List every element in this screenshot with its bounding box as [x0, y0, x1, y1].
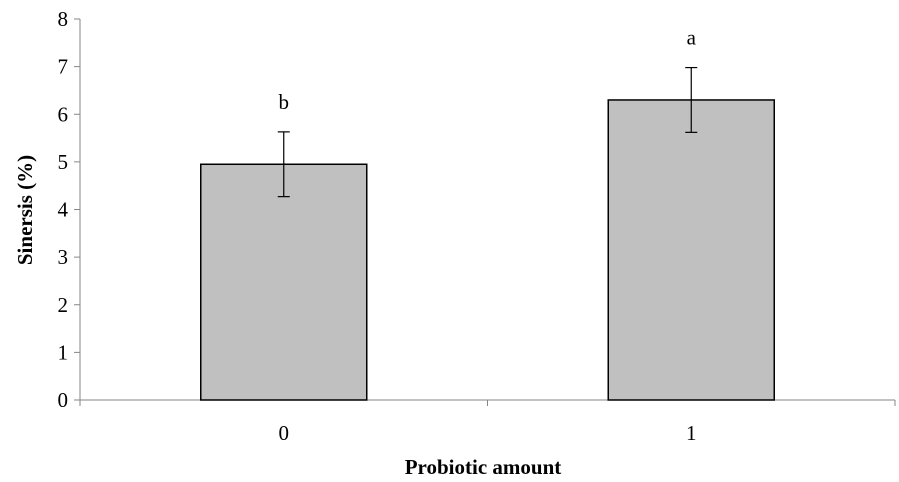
significance-label-0: b: [279, 90, 290, 114]
y-axis-tick-labels: 0 1 2 3 4 5 6 7 8: [58, 7, 69, 412]
y-tick-label: 7: [58, 55, 69, 79]
y-tick-label: 2: [58, 293, 69, 317]
y-tick-label: 0: [58, 388, 69, 412]
error-bars: [277, 66, 698, 198]
y-tick-label: 6: [58, 102, 69, 126]
x-axis-title: Probiotic amount: [405, 455, 562, 479]
bar-0: [200, 163, 368, 401]
y-tick-label: 1: [58, 340, 69, 364]
y-tick-label: 5: [58, 150, 69, 174]
y-axis-title: Sinersis (%): [13, 155, 37, 265]
bars: [200, 99, 775, 401]
x-tick-label: 1: [686, 421, 697, 445]
x-tick-label: 0: [279, 421, 290, 445]
significance-labels: ba: [279, 26, 697, 114]
bar-1: [607, 99, 775, 401]
y-tick-label: 4: [58, 198, 69, 222]
significance-label-1: a: [687, 26, 697, 50]
y-tick-label: 8: [58, 7, 69, 31]
y-tick-label: 3: [58, 245, 69, 269]
